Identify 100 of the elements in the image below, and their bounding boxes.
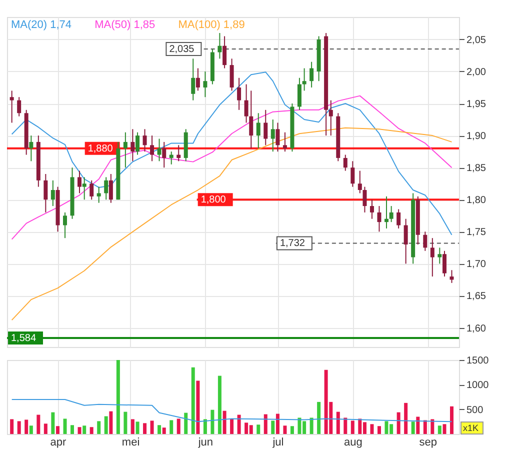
candlestick <box>90 180 94 200</box>
candlestick <box>404 218 408 264</box>
candlestick <box>350 160 355 188</box>
candlestick <box>370 199 374 220</box>
bar <box>29 426 33 434</box>
candlestick <box>396 208 401 229</box>
candlestick <box>108 173 113 204</box>
bar <box>162 428 166 434</box>
candlestick <box>256 112 260 149</box>
y-tick-label: 1,90 <box>466 131 486 142</box>
bar <box>230 418 234 434</box>
candlestick <box>244 84 248 124</box>
candlestick <box>10 90 14 124</box>
candlestick <box>63 212 68 239</box>
bar <box>271 420 275 434</box>
bar <box>63 418 67 434</box>
y-tick-label: 2,00 <box>466 66 486 78</box>
candlestick <box>423 231 428 252</box>
candlestick <box>282 132 287 152</box>
bar <box>44 424 48 434</box>
candlestick <box>222 36 227 69</box>
bar <box>176 418 180 434</box>
bar <box>416 416 420 434</box>
bar <box>24 420 28 434</box>
bar <box>116 360 120 434</box>
bar <box>36 414 40 434</box>
bar <box>184 412 188 434</box>
ref-line-label: 1,584 <box>11 333 36 344</box>
candlestick <box>78 170 82 194</box>
bar <box>124 412 128 434</box>
bar <box>438 426 442 434</box>
candlestick <box>343 154 348 172</box>
text: x1K <box>463 423 479 433</box>
bar <box>70 425 74 434</box>
bar <box>203 419 207 434</box>
bar <box>17 421 21 434</box>
candlestick <box>438 247 442 264</box>
bar <box>150 420 154 434</box>
bar <box>170 420 174 434</box>
bar <box>56 426 60 434</box>
y-tick-label: 1,75 <box>466 227 486 238</box>
text: MA(20) 1,74 <box>11 19 72 31</box>
bar <box>411 422 415 434</box>
bar <box>396 412 400 434</box>
candlestick <box>50 180 55 207</box>
bar <box>78 427 82 434</box>
candlestick <box>276 122 280 152</box>
candlestick <box>96 186 101 204</box>
bar <box>336 412 340 434</box>
y-tick-label: 1500 <box>466 356 490 366</box>
bar <box>370 424 374 434</box>
ref-line-label: 1,880 <box>88 143 114 154</box>
candlestick <box>169 151 174 165</box>
candlestick <box>328 100 333 136</box>
y-tick-label: 1000 <box>466 380 490 392</box>
bar <box>196 380 200 434</box>
bar <box>350 420 354 434</box>
candlestick <box>249 90 254 149</box>
candlestick <box>157 138 162 162</box>
line-series <box>11 127 452 321</box>
y-tick-label: 1,85 <box>466 163 486 174</box>
ref-line-label: 1,732 <box>280 238 306 250</box>
bar <box>10 419 14 434</box>
bar <box>256 424 260 434</box>
line-series <box>11 398 452 422</box>
bar <box>283 426 287 434</box>
candlestick <box>136 132 140 156</box>
x-tick-label: mei <box>122 436 140 448</box>
candlestick <box>196 68 200 92</box>
bar <box>310 418 314 434</box>
x-tick-label: aug <box>344 436 362 448</box>
candlestick <box>297 77 302 110</box>
candlestick <box>310 61 314 88</box>
candlestick <box>230 58 234 92</box>
candlestick <box>377 206 382 232</box>
candlestick <box>191 58 196 101</box>
x-tick-label: sep <box>419 436 437 448</box>
candlestick <box>302 68 306 92</box>
candlestick <box>104 176 108 200</box>
candlestick <box>203 70 208 98</box>
bar <box>237 414 241 434</box>
ref-line-label: 1,800 <box>200 194 226 206</box>
candlestick <box>450 270 454 284</box>
line-series <box>11 95 452 240</box>
bar <box>222 410 226 434</box>
candlestick <box>17 96 22 117</box>
candlestick <box>442 250 446 278</box>
candlestick <box>264 109 268 146</box>
candlestick <box>44 173 48 213</box>
bar <box>450 406 454 434</box>
x-tick-label: apr <box>50 436 67 448</box>
candlestick <box>142 128 147 152</box>
bar <box>51 412 55 434</box>
bar <box>290 426 294 434</box>
bar <box>104 416 108 434</box>
bar <box>191 367 195 434</box>
bar <box>264 414 268 434</box>
bar <box>423 420 427 434</box>
bar <box>317 402 321 434</box>
candlestick <box>270 119 275 152</box>
